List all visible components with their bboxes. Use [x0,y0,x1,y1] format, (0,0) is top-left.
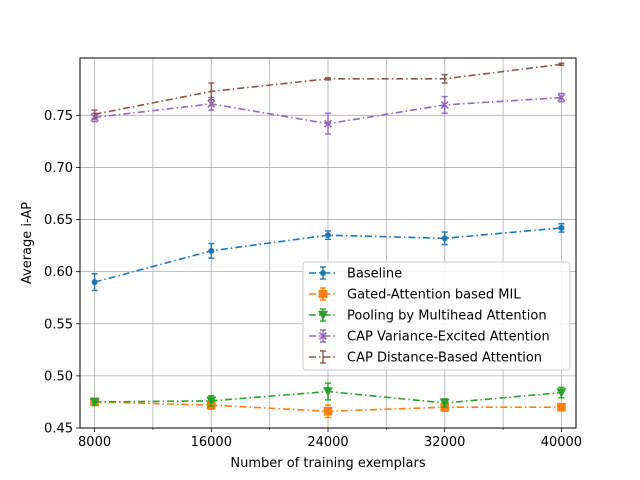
legend: Baseline Gated-Attention based MIL Pooling… [302,261,571,371]
error-bar [208,82,215,101]
legend-label: Pooling by Multihead Attention [347,309,547,324]
x-tick-label: 8000 [78,435,111,450]
error-bar [441,73,448,84]
series [89,62,567,419]
legend-entry: Baseline [309,266,402,282]
data-point [91,279,98,286]
data-point [89,397,100,408]
error-bar [91,109,98,120]
marker-stroke [323,119,333,128]
data-point [323,119,333,128]
error-bar [558,62,565,66]
marker-stroke [557,93,566,102]
data-point [558,224,565,231]
y-tick-label: 0.50 [44,369,73,384]
data-point [324,232,331,239]
y-axis-label: Average i-AP [20,202,35,284]
legend-label: Baseline [347,267,402,282]
marker-stroke [440,100,449,109]
data-point [441,235,448,242]
x-tick-label: 24000 [307,435,348,450]
x-tick-label: 32000 [424,435,465,450]
legend-label: CAP Variance-Excited Attention [347,330,550,345]
y-tick-label: 0.60 [44,265,73,280]
data-point [207,99,216,108]
data-point [557,93,566,102]
y-tick-label: 0.70 [44,161,73,176]
ticks: 8000 16000 24000 32000 40000 0.45 0.50 0.55 0.60… [44,109,582,450]
legend-label: Gated-Attention based MIL [347,288,521,303]
x-axis-label: Number of training exemplars [230,456,425,471]
y-tick-label: 0.45 [44,422,73,437]
y-tick-label: 0.65 [44,213,73,228]
data-point [208,247,215,254]
data-point [206,396,217,407]
legend-entry: CAP Variance-Excited Attention [309,329,550,345]
legend-entry: Pooling by Multihead Attention [309,308,547,324]
y-tick-label: 0.55 [44,317,73,332]
series-baseline [91,223,565,292]
marker-stroke [318,331,328,341]
x-tick-label: 40000 [541,435,582,450]
legend-marker [319,269,326,276]
legend-label: CAP Distance-Based Attention [347,351,542,366]
legend-entry: CAP Distance-Based Attention [309,350,542,366]
series-cap-distance-based-attention [91,62,565,120]
data-point [439,398,450,409]
data-point [556,388,567,398]
data-point [323,407,333,416]
x-tick-label: 16000 [191,435,232,450]
legend-marker [318,310,328,321]
y-tick-label: 0.75 [44,109,73,124]
series-pooling-by-multihead-attention [89,382,567,409]
marker-stroke [207,99,216,108]
data-point [323,387,333,397]
data-point [557,402,566,412]
error-bar [325,77,331,81]
legend-box [302,261,571,371]
legend-marker [318,289,328,299]
data-point [440,100,449,109]
legend-entry: Gated-Attention based MIL [309,287,521,303]
legend-marker [318,331,328,341]
